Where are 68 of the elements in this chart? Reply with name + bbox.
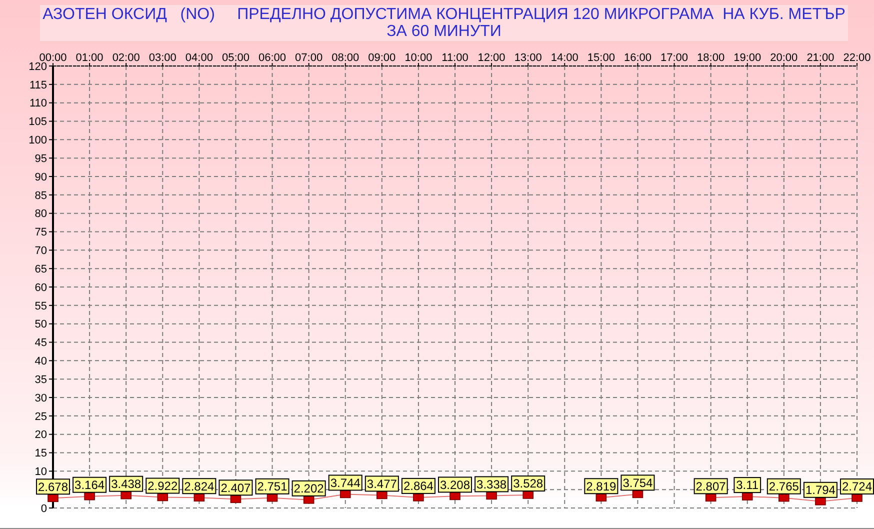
y-tick-label: 30 (34, 392, 47, 404)
x-tick-label: 16:00 (624, 52, 652, 64)
data-label: 2.807 (696, 479, 726, 494)
data-label: 3.338 (476, 477, 507, 492)
y-tick-label: 70 (34, 245, 47, 258)
y-tick-label: 95 (34, 152, 47, 165)
y-tick-label: 60 (34, 282, 47, 294)
y-tick-label: 75 (34, 226, 47, 239)
y-tick-label: 35 (34, 374, 47, 386)
x-tick-label: 04:00 (185, 52, 213, 64)
x-tick-label: 11:00 (442, 52, 468, 64)
data-label: 3.754 (622, 476, 654, 490)
data-label: 2.678 (38, 480, 68, 494)
x-tick-label: 10:00 (404, 52, 432, 64)
x-tick-label: 19:00 (734, 52, 762, 64)
y-tick-label: 0 (40, 502, 47, 515)
y-tick-label: 110 (29, 98, 47, 110)
y-tick-label: 20 (34, 429, 47, 442)
y-tick-label: 90 (34, 171, 47, 184)
x-tick-label: 09:00 (368, 52, 396, 64)
y-tick-label: 15 (34, 448, 47, 460)
data-label: 2.922 (148, 478, 178, 493)
x-tick-label: 02:00 (112, 52, 140, 64)
y-tick-label: 65 (34, 263, 47, 276)
y-tick-label: 55 (34, 300, 47, 312)
x-tick-label: 07:00 (295, 52, 323, 64)
x-tick-label: 22:00 (843, 52, 871, 64)
data-label: 2.407 (220, 480, 252, 495)
x-tick-label: 12:00 (478, 52, 506, 64)
x-tick-label: 21:00 (806, 52, 834, 64)
y-tick-label: 45 (34, 337, 47, 350)
data-label: 3.477 (366, 476, 398, 491)
data-label: 2.824 (184, 479, 215, 494)
x-tick-label: 15:00 (587, 52, 615, 64)
y-tick-label: 25 (34, 410, 47, 423)
data-label: 3.528 (513, 476, 544, 491)
chart-subtitle: ЗА 60 МИНУТИ (386, 23, 502, 40)
x-tick-label: 08:00 (332, 52, 360, 64)
data-label: 2.765 (768, 480, 800, 494)
y-tick-label: 80 (34, 208, 47, 220)
chart-title: АЗОТЕН ОКСИД (NO) ПРЕДЕЛНО ДОПУСТИМА КОНЦЕНТРАЦИЯ 120 МИКРОГРАМА НА КУБ. МЕТЪР (42, 6, 846, 23)
x-tick-label: 17:00 (660, 52, 688, 64)
y-tick-label: 115 (29, 79, 47, 92)
data-label: 3.744 (330, 476, 361, 490)
x-tick-label: 14:00 (550, 52, 578, 64)
data-label: 2.202 (294, 482, 324, 496)
x-tick-label: 03:00 (148, 52, 176, 64)
data-label: 2.751 (257, 480, 288, 494)
x-tick-label: 05:00 (222, 52, 250, 64)
data-label: 2.724 (842, 480, 872, 494)
data-label: 3.11 (736, 478, 759, 492)
y-tick-label: 10 (34, 466, 47, 478)
y-tick-label: 40 (34, 356, 47, 368)
x-tick-label: 20:00 (770, 52, 798, 64)
data-label: 2.819 (586, 479, 617, 494)
data-label: 2.864 (403, 479, 434, 494)
data-label: 3.438 (111, 477, 142, 492)
y-tick-label: 50 (34, 318, 47, 331)
x-tick-label: 01:00 (76, 52, 104, 64)
x-tick-label: 13:00 (514, 52, 542, 64)
data-label: 1.794 (805, 483, 836, 498)
y-tick-label: 100 (28, 134, 47, 147)
x-tick-label: 06:00 (258, 52, 286, 64)
data-label: 3.164 (74, 478, 105, 492)
y-tick-label: 85 (34, 190, 47, 202)
y-tick-label: 105 (28, 116, 47, 128)
data-label: 3.208 (440, 478, 470, 492)
x-tick-label: 18:00 (697, 52, 725, 64)
